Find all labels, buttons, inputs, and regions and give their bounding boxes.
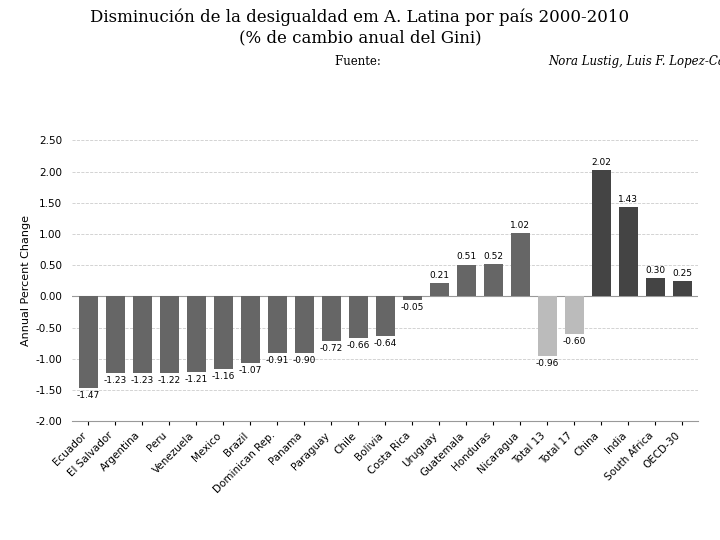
Text: -1.07: -1.07 [238, 366, 262, 375]
Bar [78, 296, 98, 388]
Text: -1.23: -1.23 [104, 376, 127, 385]
Bar [240, 296, 260, 363]
Bar [294, 296, 314, 353]
Bar [510, 233, 530, 296]
Bar [484, 264, 503, 296]
Text: -0.64: -0.64 [374, 340, 397, 348]
Text: -1.22: -1.22 [158, 376, 181, 384]
Bar [348, 296, 368, 338]
Bar [672, 281, 692, 296]
Text: -1.16: -1.16 [212, 372, 235, 381]
Text: 0.30: 0.30 [645, 266, 665, 274]
Bar [106, 296, 125, 373]
Bar [456, 265, 476, 296]
Bar [322, 296, 341, 341]
Bar [160, 296, 179, 373]
Bar [268, 296, 287, 353]
Text: 1.43: 1.43 [618, 195, 638, 204]
Text: -1.23: -1.23 [130, 376, 154, 385]
Bar [132, 296, 152, 373]
Text: 2.02: 2.02 [591, 158, 611, 167]
Y-axis label: Annual Percent Change: Annual Percent Change [21, 215, 31, 346]
Text: Disminución de la desigualdad em A. Latina por país 2000-2010: Disminución de la desigualdad em A. Lati… [91, 8, 629, 25]
Bar [564, 296, 584, 334]
Bar [186, 296, 206, 372]
Bar [214, 296, 233, 369]
Text: (% de cambio anual del Gini): (% de cambio anual del Gini) [239, 30, 481, 46]
Text: -0.96: -0.96 [536, 360, 559, 368]
Text: -0.05: -0.05 [400, 302, 424, 312]
Text: -1.21: -1.21 [184, 375, 208, 384]
Bar [430, 284, 449, 296]
Bar [402, 296, 422, 300]
Text: 0.25: 0.25 [672, 269, 692, 278]
Bar [592, 170, 611, 296]
Text: 1.02: 1.02 [510, 221, 530, 230]
Bar [618, 207, 638, 296]
Text: -1.47: -1.47 [76, 392, 100, 400]
Bar [376, 296, 395, 336]
Text: -0.60: -0.60 [562, 337, 586, 346]
Text: 0.51: 0.51 [456, 253, 476, 261]
Text: -0.91: -0.91 [266, 356, 289, 365]
Text: -0.66: -0.66 [346, 341, 370, 350]
Text: -0.72: -0.72 [320, 345, 343, 354]
Text: Nora Lustig, Luis F. Lopez-Calva e Eduardo Ortiz-Juarez: Nora Lustig, Luis F. Lopez-Calva e Eduar… [549, 55, 720, 68]
Bar [538, 296, 557, 356]
Text: 0.21: 0.21 [429, 271, 449, 280]
Text: Fuente:: Fuente: [336, 55, 384, 68]
Bar [646, 278, 665, 296]
Text: 0.52: 0.52 [483, 252, 503, 261]
Text: -0.90: -0.90 [292, 356, 316, 364]
